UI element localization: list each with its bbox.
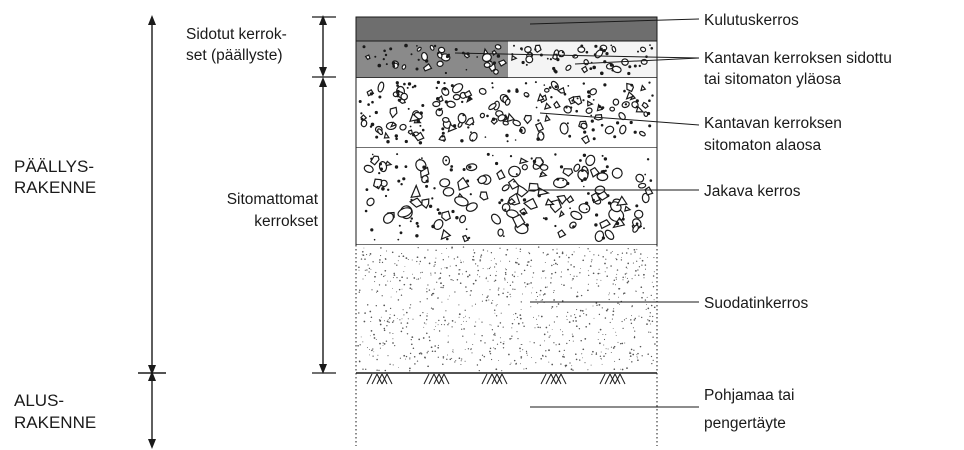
leader-kantava-sitomaton [539,112,700,126]
label-pohjamaa-line1: Pohjamaa tai [704,387,794,404]
leader-kantava-sidottu-b [574,57,700,65]
label-suodatin: Suodatinkerros [704,295,809,312]
label-kantava-sidottu-line1: Kantavan kerroksen sidottu [704,50,892,67]
label-kulutuskerros: Kulutuskerros [704,12,799,29]
stones-jakava [363,152,654,243]
leader-kantava-sidottu-a [454,52,700,59]
layer-jakava [356,148,657,245]
label-alusrakenne-line2: RAKENNE [14,413,96,432]
ground-hatch-symbols [366,373,626,385]
label-kantava-sidottu-line2: tai sitomaton yläosa [704,71,841,88]
sand-suodatin [357,246,656,372]
layer-suodatin [356,245,657,373]
left-labels: Sidotut kerrok- set (päällyste) Sitomatt… [14,26,319,432]
label-kantava-sitomaton-line1: Kantavan kerroksen [704,115,842,132]
stones-kantava-sitomaton [358,80,654,145]
label-alusrakenne-line1: ALUS- [14,391,64,410]
layer-stack [355,16,658,446]
label-pohjamaa-line2: pengertäyte [704,415,786,432]
dimension-arrows [138,14,336,449]
right-labels: Kulutuskerros Kantavan kerroksen sidottu… [454,12,892,432]
label-kantava-sitomaton-line2: sitomaton alaosa [704,137,822,154]
label-sitomattomat-line1: Sitomattomat [227,191,319,208]
layer-kulutuskerros [355,16,658,42]
label-sidotut-line2: set (päällyste) [186,47,282,64]
label-sitomattomat-line2: kerrokset [254,213,318,230]
label-paallysrakenne-line2: RAKENNE [14,178,96,197]
label-sidotut-line1: Sidotut kerrok- [186,26,287,43]
label-jakava: Jakava kerros [704,183,801,200]
leader-kulutuskerros [529,18,700,25]
label-paallysrakenne-line1: PÄÄLLYS- [14,157,94,176]
